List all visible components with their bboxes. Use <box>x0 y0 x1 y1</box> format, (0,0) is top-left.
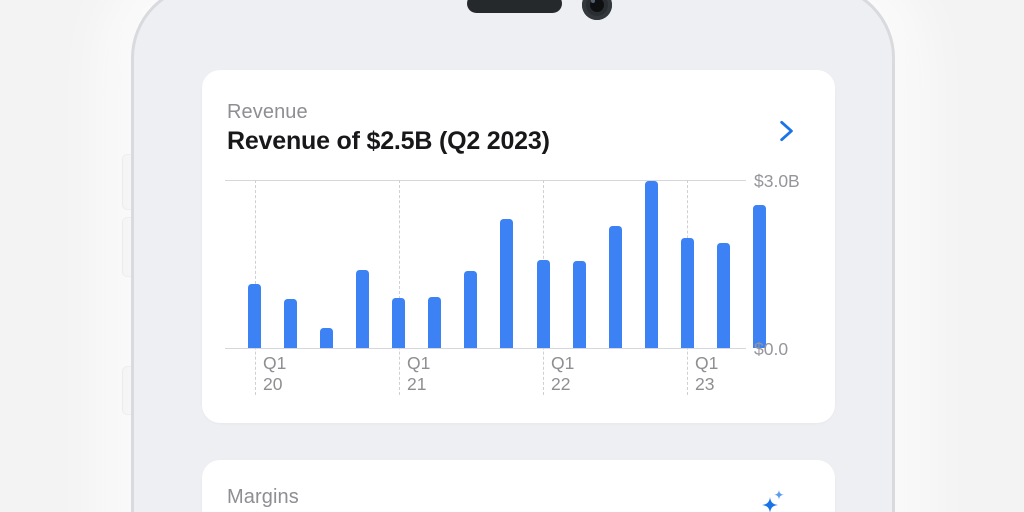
x-axis-label-q1-20: Q1 20 <box>263 353 286 394</box>
x-label-quarter: Q1 <box>695 353 719 373</box>
y-axis-label-max: $3.0B <box>754 171 800 191</box>
x-label-quarter: Q1 <box>551 353 575 373</box>
margins-card-eyebrow: Margins <box>227 486 299 508</box>
plot-area <box>225 180 767 348</box>
bar-q1-20 <box>283 299 297 348</box>
x-axis-label-q1-22: Q1 22 <box>551 353 574 394</box>
x-label-year: 20 <box>263 373 283 394</box>
bar-q2-21 <box>464 271 478 348</box>
silent-switch-button <box>122 154 133 210</box>
year-marker-2021 <box>399 180 400 395</box>
bar-q1-22 <box>572 261 586 348</box>
speaker-icon <box>467 0 562 13</box>
bar-q1-21 <box>428 297 442 348</box>
bar-q4-21 <box>536 260 550 348</box>
bar-q1-23 <box>717 243 731 348</box>
x-label-year: 23 <box>695 373 715 394</box>
volume-up-button <box>122 217 133 277</box>
x-label-year: 21 <box>407 373 427 394</box>
bar-q2-22 <box>608 226 622 348</box>
bar-q2-23 <box>753 205 767 348</box>
bar-q2-20 <box>319 328 333 348</box>
revenue-card-eyebrow: Revenue <box>227 101 308 123</box>
margins-card[interactable]: Margins <box>202 460 835 512</box>
x-axis-label-q1-21: Q1 21 <box>407 353 430 394</box>
bar-q3-21 <box>500 219 514 348</box>
camera-lens <box>590 0 604 12</box>
x-label-quarter: Q1 <box>407 353 431 373</box>
bar-q4-20 <box>392 298 406 348</box>
revenue-card[interactable]: Revenue Revenue of $2.5B (Q2 2023) $3.0B… <box>202 70 835 423</box>
camera-glint <box>591 0 595 3</box>
revenue-card-title: Revenue of $2.5B (Q2 2023) <box>227 127 550 155</box>
bar-q3-20 <box>355 270 369 348</box>
volume-down-button <box>122 366 133 415</box>
gridline-max <box>225 180 746 181</box>
x-axis-label-q1-23: Q1 23 <box>695 353 718 394</box>
camera-icon <box>582 0 612 20</box>
bar-q4-19 <box>247 284 261 348</box>
x-label-quarter: Q1 <box>263 353 287 373</box>
gridline-baseline <box>225 348 746 349</box>
bar-q3-22 <box>645 181 659 348</box>
chevron-right-icon[interactable] <box>773 118 799 144</box>
x-label-year: 22 <box>551 373 571 394</box>
bar-q4-22 <box>681 238 695 348</box>
y-axis-label-min: $0.0 <box>754 339 789 359</box>
ai-sparkle-icon[interactable] <box>758 487 788 512</box>
